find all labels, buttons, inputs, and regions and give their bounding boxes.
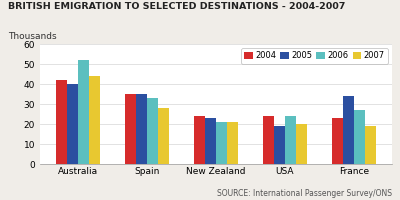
Text: Thousands: Thousands <box>8 32 57 41</box>
Bar <box>194 116 205 164</box>
Bar <box>147 98 158 164</box>
Bar <box>216 122 227 164</box>
Bar <box>274 126 285 164</box>
Bar <box>89 76 100 164</box>
Bar <box>227 122 238 164</box>
Bar <box>343 96 354 164</box>
Bar <box>354 110 365 164</box>
Bar <box>296 124 307 164</box>
Bar <box>205 118 216 164</box>
Bar <box>67 84 78 164</box>
Bar <box>365 126 376 164</box>
Bar <box>263 116 274 164</box>
Bar <box>285 116 296 164</box>
Text: BRITISH EMIGRATION TO SELECTED DESTINATIONS - 2004-2007: BRITISH EMIGRATION TO SELECTED DESTINATI… <box>8 2 345 11</box>
Text: SOURCE: International Passenger Survey/ONS: SOURCE: International Passenger Survey/O… <box>217 189 392 198</box>
Bar <box>78 60 89 164</box>
Legend: 2004, 2005, 2006, 2007: 2004, 2005, 2006, 2007 <box>241 48 388 64</box>
Bar <box>56 80 67 164</box>
Bar <box>332 118 343 164</box>
Bar <box>136 94 147 164</box>
Bar <box>158 108 169 164</box>
Bar <box>125 94 136 164</box>
